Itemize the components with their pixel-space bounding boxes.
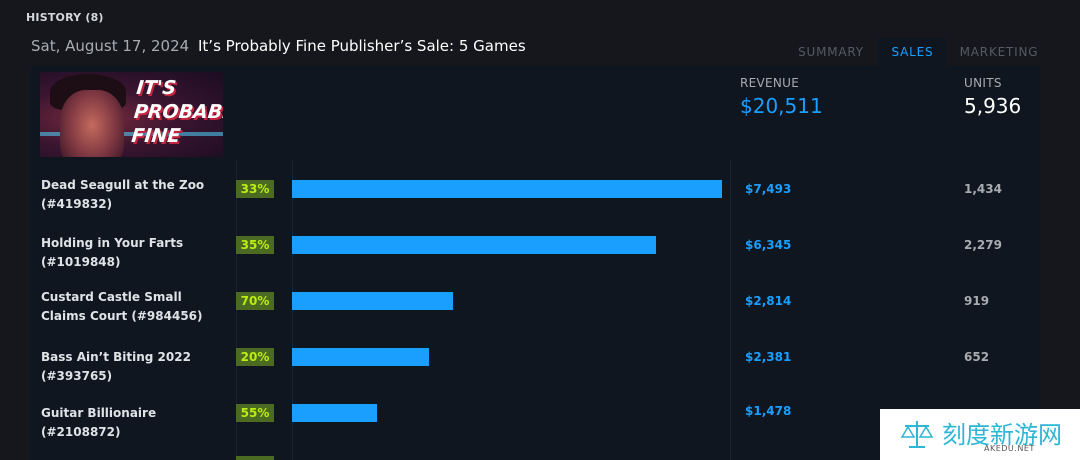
tab-marketing[interactable]: MARKETING	[959, 45, 1039, 59]
revenue-bar	[292, 180, 722, 198]
watermark-text: 刻度新游网	[942, 421, 1062, 449]
game-name-guitar-billionaire[interactable]: Guitar Billionaire (#2108872)	[41, 406, 157, 439]
game-revenue: $2,814	[745, 294, 792, 308]
discount-badge: 20%	[236, 348, 274, 366]
revenue-label: REVENUE	[740, 76, 800, 90]
discount-badge: 55%	[236, 404, 274, 422]
scale-icon	[900, 421, 934, 448]
discount-badge: 33%	[236, 180, 274, 198]
units-label: UNITS	[964, 76, 1002, 90]
capsule-character-face	[60, 90, 124, 157]
game-name-custard-castle[interactable]: Custard Castle Small Claims Court (#9844…	[41, 290, 203, 323]
game-units: 1,434	[964, 182, 1002, 196]
tab-sales[interactable]: SALES	[879, 38, 946, 66]
sale-title: It’s Probably Fine Publisher’s Sale: 5 G…	[198, 37, 526, 55]
game-revenue: $6,345	[745, 238, 792, 252]
game-units: 652	[964, 350, 990, 364]
revenue-bar	[292, 404, 377, 422]
discount-badge: 35%	[236, 236, 274, 254]
game-capsule-image[interactable]: IT'S PROBABLY FINE	[40, 72, 223, 157]
game-revenue: $2,381	[745, 350, 792, 364]
discount-badge: 70%	[236, 292, 274, 310]
revenue-bar	[292, 236, 656, 254]
game-name-dead-seagull[interactable]: Dead Seagull at the Zoo (#419832)	[41, 178, 205, 211]
game-name-bass-aint-biting[interactable]: Bass Ain’t Biting 2022 (#393765)	[41, 350, 191, 383]
game-units: 919	[964, 294, 990, 308]
gridline	[730, 160, 731, 460]
sale-date: Sat, August 17, 2024	[31, 37, 190, 55]
revenue-bar	[292, 348, 429, 366]
revenue-total: $20,511	[740, 94, 823, 118]
game-name-holding-farts[interactable]: Holding in Your Farts (#1019848)	[41, 236, 184, 269]
capsule-neon-stripe	[40, 132, 223, 136]
tab-summary[interactable]: SUMMARY	[798, 45, 864, 59]
game-revenue: $7,493	[745, 182, 792, 196]
watermark-url: AKEDU.NET	[984, 444, 1035, 453]
game-units: 2,279	[964, 238, 1002, 252]
game-revenue: $1,478	[745, 404, 792, 418]
units-total: 5,936	[964, 94, 1022, 118]
history-heading: HISTORY (8)	[26, 11, 104, 24]
revenue-bar	[292, 292, 453, 310]
gridline	[292, 160, 293, 460]
site-watermark: 刻度新游网 AKEDU.NET	[880, 409, 1080, 460]
gridline	[236, 160, 237, 460]
capsule-logo: IT'S PROBABLY FINE	[130, 77, 223, 147]
discount-badge-partial	[236, 456, 274, 460]
